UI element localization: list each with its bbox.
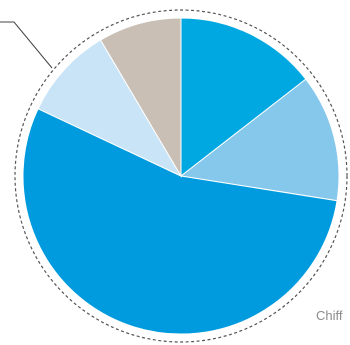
pie-slice-5: [99, 17, 182, 178]
pie-slice-2: [179, 78, 340, 202]
pie-slice-1: [180, 17, 307, 178]
pie-outline-dashed: [14, 9, 348, 343]
pie-slices: [22, 17, 340, 335]
footer-source-label: Chiff: [316, 308, 343, 323]
leader-line: [0, 21, 53, 69]
pie-slice-3: [22, 108, 338, 335]
pie-slice-4: [37, 39, 183, 178]
